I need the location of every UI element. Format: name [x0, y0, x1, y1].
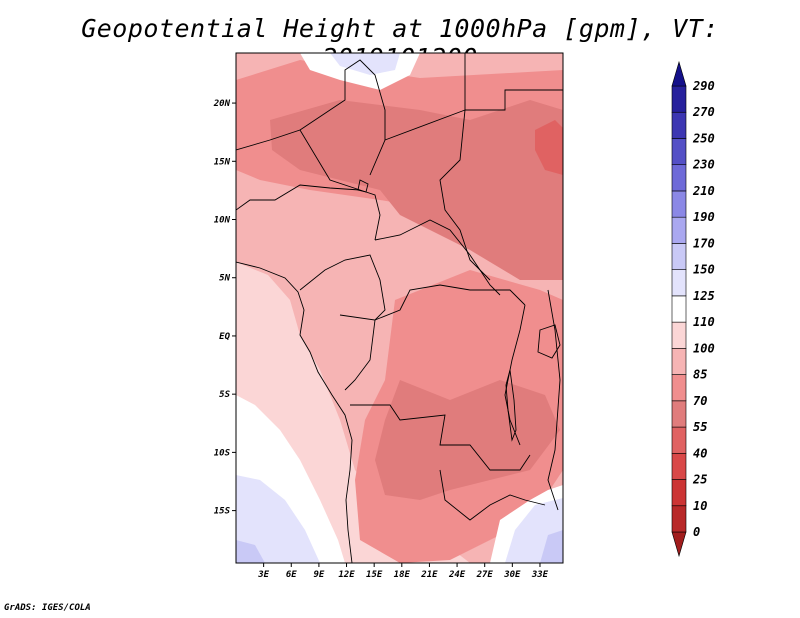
border-drc-south	[350, 404, 531, 471]
colorbar-level-label: 150	[693, 263, 715, 277]
colorbar-level-label: 40	[693, 446, 707, 460]
lon-tick-label: 18E	[394, 570, 411, 580]
colorbar-swatch	[671, 190, 687, 218]
border-east-lakes	[504, 304, 526, 446]
lat-tick-label: 5S	[219, 390, 230, 400]
lower-field-southeast	[540, 530, 563, 563]
border-south	[439, 469, 546, 521]
colorbar-swatch	[671, 243, 687, 270]
lon-tick-label: 3E	[257, 570, 269, 580]
colorbar-swatch	[671, 164, 687, 192]
colorbar-swatch	[671, 269, 687, 297]
colorbar-swatch	[671, 216, 687, 244]
border-drc-west	[339, 314, 376, 391]
colorbar-level-label: 55	[693, 420, 707, 434]
colorbar-swatch	[671, 479, 687, 507]
colorbar-level-label: 85	[693, 368, 707, 382]
colorbar-level-label: 230	[692, 158, 715, 172]
lon-tick-label: 24E	[448, 570, 466, 580]
colorbar-level-label: 10	[693, 499, 707, 513]
colorbar-level-label: 170	[693, 236, 715, 250]
lake-victoria	[537, 324, 561, 359]
colorbar-swatch	[671, 400, 687, 428]
lon-tick-label: 6E	[286, 570, 297, 580]
border-nigeria	[236, 184, 361, 211]
map-frame	[235, 52, 564, 564]
border-far-east	[547, 289, 561, 511]
lat-tick-label: 15N	[214, 157, 231, 167]
colorbar-level-label: 125	[693, 289, 715, 303]
colorbar-level-label: 270	[692, 105, 715, 119]
lon-tick-label: 15E	[366, 570, 383, 580]
colorbar-swatch	[671, 138, 687, 166]
colorbar-level-label: 70	[693, 394, 707, 408]
colorbar-swatch	[671, 295, 687, 323]
colorbar-swatch	[671, 321, 687, 349]
deep-field-sahara	[270, 100, 563, 280]
border-libya-chad	[299, 59, 386, 176]
lon-tick-label: 30E	[503, 570, 521, 580]
colorbar-swatch	[671, 452, 687, 480]
longitude-ticks: 3E 6E 9E 12E 15E 18E 21E 24E 27E 30E 33E	[257, 563, 549, 580]
shaded-field	[236, 53, 563, 563]
lat-tick-label: EQ	[219, 332, 230, 342]
colorbar-swatch	[671, 85, 687, 113]
colorbar-swatch	[671, 348, 687, 375]
colorbar-level-label: 0	[693, 525, 700, 539]
colorbar: 0 10 25 40 55 70 85 100 110 125 150 170 190 210 230 250…	[671, 60, 715, 558]
colorbar-swatch	[671, 505, 687, 533]
lon-tick-label: 21E	[420, 570, 438, 580]
lat-tick-label: 20N	[213, 99, 231, 109]
border-niger-chad	[236, 129, 381, 241]
colorbar-swatch	[671, 426, 687, 454]
lat-tick-label: 10S	[214, 448, 231, 458]
lon-tick-label: 9E	[313, 570, 324, 580]
colorbar-level-label: 210	[692, 184, 715, 198]
colorbar-level-label: 100	[693, 341, 715, 355]
lon-tick-label: 12E	[338, 570, 355, 580]
border-cameroon	[299, 254, 386, 321]
deepest-field-east	[535, 120, 563, 175]
colorbar-level-label: 190	[693, 210, 715, 224]
lat-tick-label: 10N	[214, 216, 231, 226]
colorbar-level-label: 250	[692, 131, 715, 145]
latitude-ticks: 20N 15N 10N 5N EQ 5S 10S 15S	[213, 99, 236, 517]
low-field-southwest	[236, 475, 320, 563]
lake-tanganyika	[505, 369, 517, 442]
colorbar-level-label: 290	[692, 79, 715, 93]
coastline	[236, 261, 353, 563]
colorbar-level-label: 25	[692, 473, 707, 487]
border-car	[374, 219, 501, 296]
colorbar-top-triangle	[671, 60, 687, 87]
border-congo	[374, 284, 526, 321]
colorbar-swatch	[671, 111, 687, 139]
lower-field-southwest	[236, 540, 265, 563]
colorbar-swatch	[671, 374, 687, 402]
lon-tick-label: 27E	[476, 570, 494, 580]
border-chad-sudan	[384, 109, 491, 281]
low-field-north	[330, 53, 400, 75]
coastline-and-borders	[236, 53, 563, 563]
lat-tick-label: 15S	[214, 507, 231, 517]
lake-chad	[357, 179, 369, 193]
lon-tick-label: 33E	[531, 570, 549, 580]
colorbar-bottom-triangle	[671, 531, 687, 558]
lat-tick-label: 5N	[219, 274, 230, 284]
colorbar-level-label: 110	[693, 315, 715, 329]
border-egypt-sudan	[464, 53, 563, 111]
grads-credit: GrADS: IGES/COLA	[4, 603, 91, 613]
